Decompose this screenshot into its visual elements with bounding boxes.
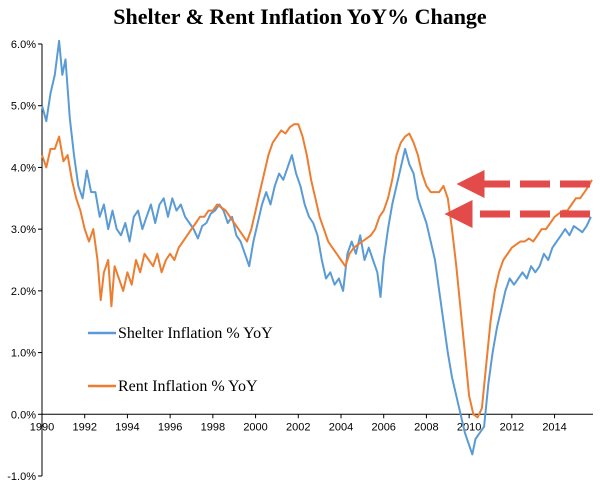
y-tick-label: 2.0% — [11, 286, 36, 298]
axes: 6.0% 5.0% 4.0% 3.0% 2.0% 1.0% 0.0% -1.0% 1990 199… — [7, 39, 593, 483]
x-tick-label: 2006 — [371, 421, 395, 433]
chart-title: Shelter & Rent Inflation YoY% Change — [113, 4, 487, 29]
legend-label-rent: Rent Inflation % YoY — [118, 378, 258, 395]
x-tick-label: 2004 — [329, 421, 353, 433]
legend-label-shelter: Shelter Inflation % YoY — [118, 325, 273, 342]
x-tick-label: 1998 — [201, 421, 225, 433]
x-tick-label: 1996 — [158, 421, 182, 433]
y-tick-label: -1.0% — [7, 471, 36, 483]
y-tick-label: 1.0% — [11, 348, 36, 360]
x-tick-label: 2012 — [500, 421, 524, 433]
x-tick-label: 1994 — [115, 421, 139, 433]
x-tick-label: 1992 — [72, 421, 96, 433]
series-line-shelter — [41, 39, 592, 456]
y-tick-label: 5.0% — [11, 101, 36, 113]
annotations — [444, 170, 590, 228]
x-tick-label: 2002 — [286, 421, 310, 433]
y-tick-label: 4.0% — [11, 162, 36, 174]
series-line-rent — [41, 123, 593, 419]
x-tick-label: 2008 — [414, 421, 438, 433]
y-tick-label: 0.0% — [11, 409, 36, 421]
y-tick-label: 3.0% — [11, 224, 36, 236]
y-tick-label: 6.0% — [11, 39, 36, 51]
x-tick-label: 2014 — [542, 421, 566, 433]
x-tick-label: 2010 — [457, 421, 481, 433]
series-lines — [41, 39, 593, 456]
x-tick-label: 2000 — [243, 421, 267, 433]
legend: Shelter Inflation % YoY Rent Inflation %… — [88, 325, 273, 395]
x-tick-label: 1990 — [30, 421, 54, 433]
